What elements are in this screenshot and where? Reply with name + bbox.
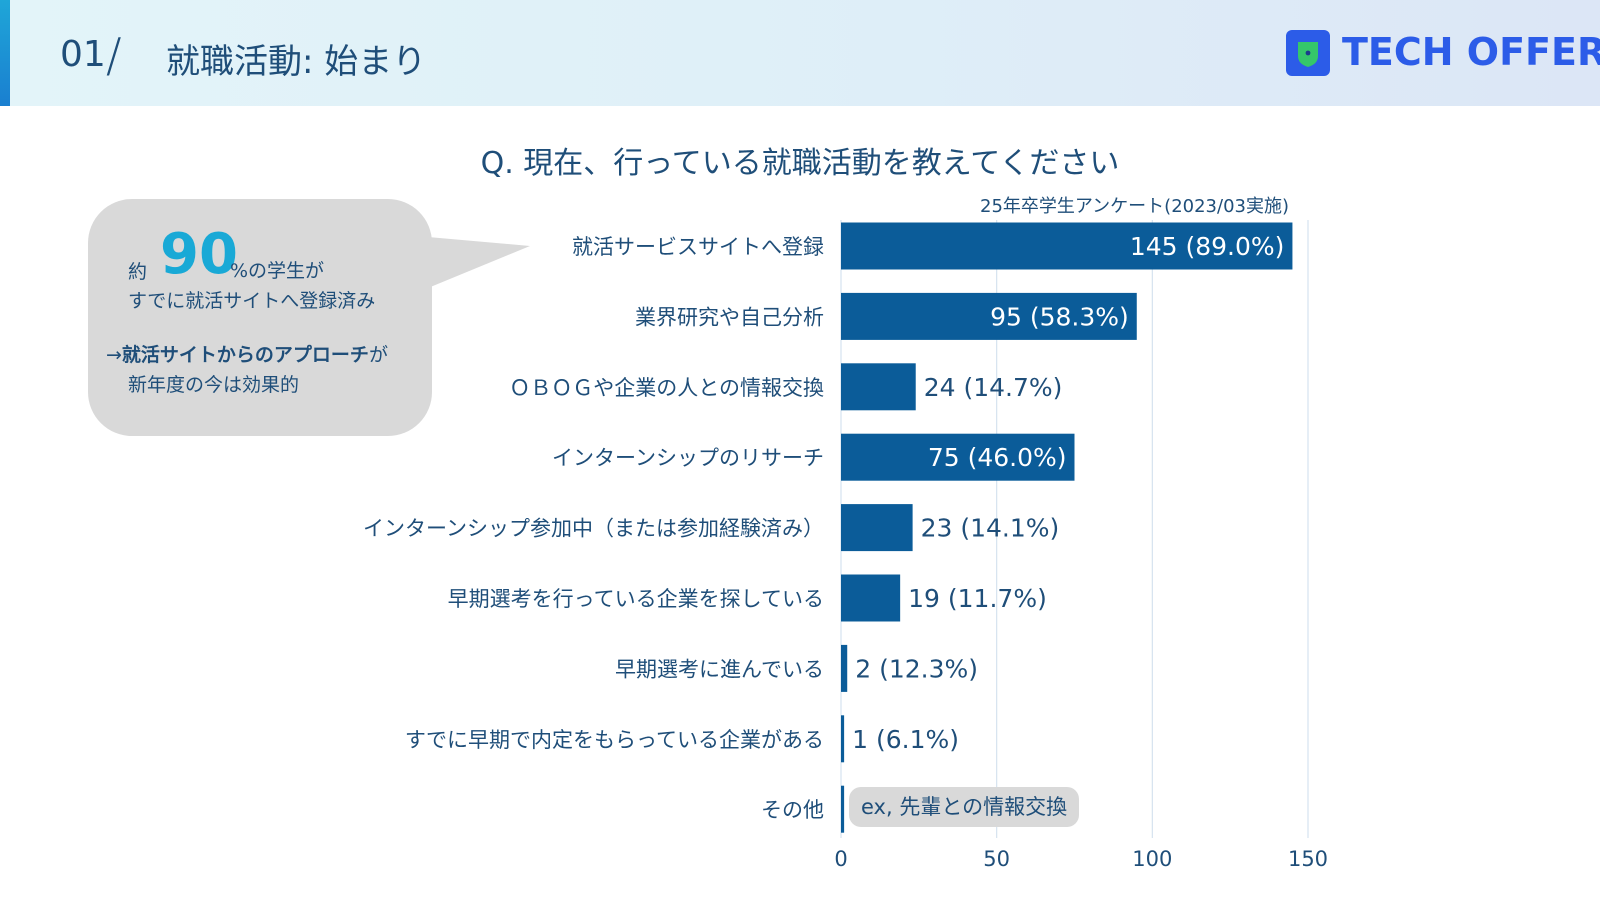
callout-bubble <box>88 199 432 436</box>
bar <box>841 574 901 622</box>
bar <box>841 222 1293 270</box>
category-label: 就活サービスサイトへ登録 <box>572 235 824 259</box>
data-label: 2 (12.3%) <box>855 654 978 683</box>
logo-text: TECH OFFER <box>1342 30 1600 74</box>
x-tick-label: 50 <box>983 847 1010 871</box>
category-label: その他 <box>761 798 824 822</box>
header-accent-stripe <box>0 0 10 106</box>
data-label: 24 (14.7%) <box>924 373 1063 402</box>
other-note: ex, 先輩との情報交換 <box>849 787 1080 827</box>
bar <box>841 715 845 763</box>
x-tick-label: 100 <box>1132 847 1172 871</box>
data-label: 145 (89.0%) <box>1130 232 1285 261</box>
callout-line3: →就活サイトからのアプローチが <box>106 340 388 367</box>
bar <box>841 292 1137 340</box>
x-tick-label: 150 <box>1288 847 1328 871</box>
callout-line2: すでに就活サイトへ登録済み <box>128 290 376 312</box>
survey-note: 25年卒学生アンケート(2023/03実施) <box>980 196 1290 217</box>
category-label: インターンシップのリサーチ <box>552 446 824 470</box>
shield-icon <box>1298 42 1318 67</box>
bar <box>841 785 845 833</box>
category-label: 業界研究や自己分析 <box>635 305 824 329</box>
category-label: インターンシップ参加中（または参加経験済み） <box>363 517 824 541</box>
category-label: すでに早期で内定をもらっている企業がある <box>405 728 824 752</box>
callout-line3-rest: が <box>368 344 388 366</box>
header-divider: / <box>106 28 122 82</box>
callout-number: 90 <box>160 222 238 287</box>
callout-prefix: 約 <box>128 261 148 283</box>
category-label: ＯＢＯＧや企業の人との情報交換 <box>509 376 824 400</box>
bar <box>841 433 1075 481</box>
callout-emphasis: 就活サイトからのアプローチ <box>121 344 369 366</box>
header-bar <box>0 0 1600 106</box>
category-label: 早期選考に進んでいる <box>615 657 824 681</box>
x-tick-label: 0 <box>834 847 847 871</box>
callout-line4: 新年度の今は効果的 <box>128 374 300 396</box>
section-number: 01 <box>60 34 106 75</box>
data-label: 95 (58.3%) <box>990 302 1129 331</box>
page-title: 就職活動: 始まり <box>166 42 427 82</box>
category-label: 早期選考を行っている企業を探している <box>448 587 824 611</box>
bar <box>841 504 913 552</box>
logo-badge-icon <box>1286 30 1330 76</box>
bar <box>841 644 848 692</box>
data-label: 1 (6.1%) <box>852 725 959 754</box>
tech-offer-logo: TECH OFFER <box>1286 28 1600 80</box>
data-label: 75 (46.0%) <box>928 443 1067 472</box>
data-label: 19 (11.7%) <box>908 584 1047 613</box>
data-label: 23 (14.1%) <box>921 514 1060 543</box>
callout-arrow: → <box>106 344 122 366</box>
callout-suffix: %の学生が <box>230 260 325 282</box>
question-title: Q. 現在、行っている就職活動を教えてください <box>480 146 1120 181</box>
bar <box>841 363 916 411</box>
